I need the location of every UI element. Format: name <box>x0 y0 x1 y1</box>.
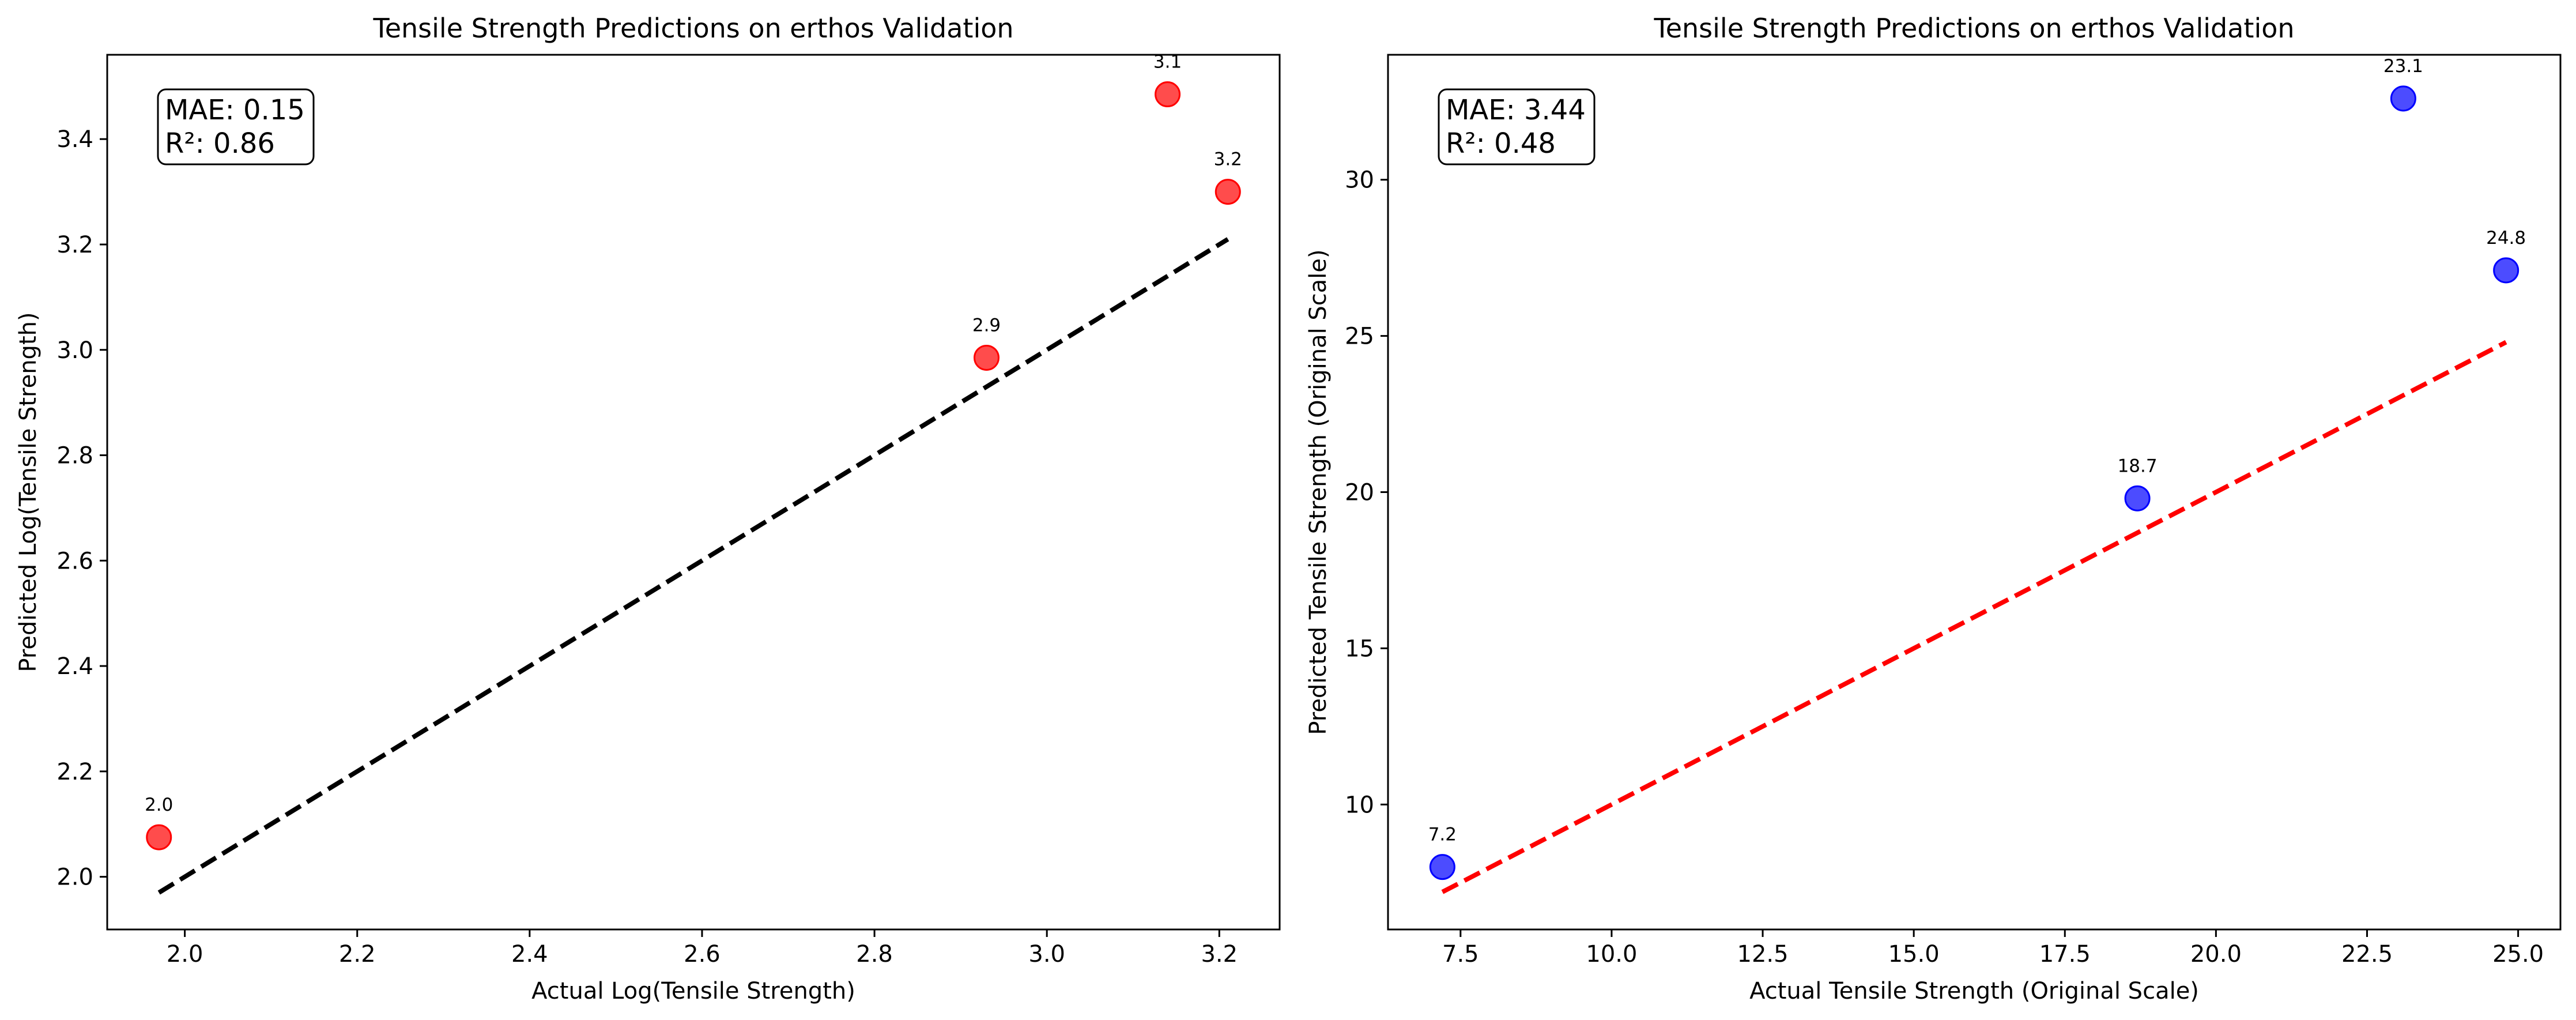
x-tick-label: 2.0 <box>167 941 203 968</box>
data-point <box>2390 85 2416 112</box>
x-tick-label: 25.0 <box>2492 941 2544 968</box>
y-tick-label: 3.4 <box>56 126 93 153</box>
y-tick-label: 3.2 <box>56 232 93 258</box>
chart-title: Tensile Strength Predictions on erthos V… <box>1653 13 2294 44</box>
point-label: 18.7 <box>2118 456 2158 476</box>
x-tick-label: 12.5 <box>1737 941 1789 968</box>
x-tick-label: 3.2 <box>1201 941 1238 968</box>
y-tick-label: 2.6 <box>56 548 93 574</box>
y-tick-label: 25 <box>1345 323 1374 350</box>
x-tick-label: 10.0 <box>1586 941 1637 968</box>
axes-frame <box>1387 54 2562 931</box>
data-point <box>1155 81 1181 108</box>
x-tick-label: 2.4 <box>511 941 548 968</box>
metrics-box <box>157 88 315 165</box>
chart-left: Tensile Strength Predictions on erthos V… <box>15 13 1281 1004</box>
x-tick-label: 17.5 <box>2039 941 2091 968</box>
x-tick-label: 2.8 <box>856 941 893 968</box>
y-tick-label: 3.0 <box>56 337 93 364</box>
x-tick-label: 3.0 <box>1028 941 1065 968</box>
x-tick-label: 7.5 <box>1442 941 1479 968</box>
x-axis-label: Actual Log(Tensile Strength) <box>531 978 855 1004</box>
x-tick-label: 2.2 <box>339 941 376 968</box>
data-point <box>1215 179 1241 205</box>
data-point <box>1429 854 1455 880</box>
data-point <box>2124 485 2151 511</box>
y-axis-label: Predicted Log(Tensile Strength) <box>15 312 42 672</box>
y-tick-label: 2.2 <box>56 759 93 785</box>
chart-right: Tensile Strength Predictions on erthos V… <box>1305 13 2562 1004</box>
point-label: 23.1 <box>2383 56 2423 77</box>
reference-line <box>157 237 1229 895</box>
x-tick-label: 15.0 <box>1888 941 1940 968</box>
chart-title: Tensile Strength Predictions on erthos V… <box>372 13 1013 44</box>
y-tick-label: 2.4 <box>56 653 93 680</box>
metrics-box <box>1438 88 1596 165</box>
mae-text: MAE: 3.44 <box>1446 94 1586 126</box>
point-label: 24.8 <box>2486 228 2526 249</box>
y-tick-label: 30 <box>1345 167 1374 194</box>
y-tick-label: 10 <box>1345 792 1374 818</box>
y-tick-label: 15 <box>1345 635 1374 662</box>
y-tick-label: 20 <box>1345 480 1374 506</box>
x-tick-label: 2.6 <box>684 941 721 968</box>
data-point <box>974 344 1000 371</box>
point-label: 3.2 <box>1214 149 1242 170</box>
x-tick-label: 22.5 <box>2341 941 2393 968</box>
r2-text: R²: 0.48 <box>1446 127 1556 160</box>
point-label: 2.9 <box>972 315 1001 336</box>
point-label: 7.2 <box>1428 825 1457 845</box>
mae-text: MAE: 0.15 <box>165 94 305 126</box>
reference-line <box>1441 340 2507 894</box>
data-point <box>146 824 172 850</box>
x-axis-label: Actual Tensile Strength (Original Scale) <box>1749 978 2199 1004</box>
y-tick-label: 2.0 <box>56 864 93 891</box>
y-tick-label: 2.8 <box>56 443 93 469</box>
y-axis-label: Predicted Tensile Strength (Original Sca… <box>1305 249 1332 735</box>
data-point <box>2493 257 2520 284</box>
point-label: 2.0 <box>145 795 173 815</box>
x-tick-label: 20.0 <box>2190 941 2242 968</box>
r2-text: R²: 0.86 <box>165 127 275 160</box>
axes-frame <box>106 54 1281 931</box>
